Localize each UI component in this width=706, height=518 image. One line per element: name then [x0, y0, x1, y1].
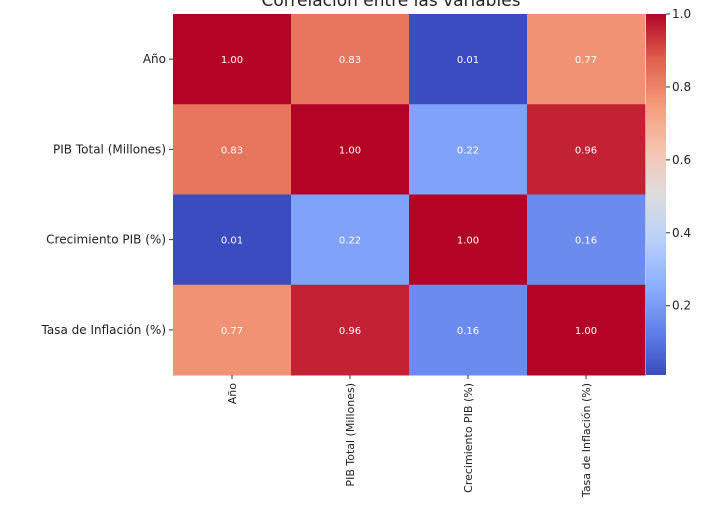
heatmap-cell	[173, 284, 292, 376]
heatmap-cell-labels: 1.00 0.83 0.01 0.77 0.83 1.00 0.22 0.96 0.01 0.22…	[221, 55, 597, 337]
heatmap-cell	[527, 194, 646, 286]
heatmap-cell-label: 1.00	[339, 145, 361, 156]
heatmap-cell-label: 0.16	[457, 326, 479, 337]
colorbar-tick-label: 1.0	[672, 7, 691, 21]
heatmap-cell	[409, 104, 528, 195]
heatmap-cell-label: 0.22	[457, 145, 479, 156]
heatmap-cell	[173, 194, 292, 286]
colorbar-gradient-bar	[646, 14, 666, 375]
colorbar-tick-label: 0.2	[672, 299, 691, 313]
heatmap-cells	[173, 14, 646, 376]
heatmap-cell-label: 0.96	[575, 145, 597, 156]
heatmap-cell	[291, 104, 410, 195]
colorbar: 0.2 0.4 0.6 0.8 1.0	[646, 7, 691, 375]
heatmap-cell	[291, 194, 410, 286]
heatmap-cell	[291, 14, 410, 105]
heatmap-cell	[527, 14, 646, 105]
heatmap-cell-label: 1.00	[575, 326, 597, 337]
heatmap-cell-label: 1.00	[457, 236, 479, 247]
colorbar-tick-label: 0.6	[672, 153, 691, 167]
colorbar-tick-label: 0.8	[672, 80, 691, 94]
row-tick-labels: Año PIB Total (Millones) Crecimiento PIB (…	[41, 52, 173, 337]
column-tick-label: PIB Total (Millones)	[344, 383, 357, 487]
colorbar-tick-label: 0.4	[672, 226, 691, 240]
colorbar-ticks: 0.2 0.4 0.6 0.8 1.0	[666, 7, 691, 313]
heatmap-cell-label: 0.01	[457, 55, 479, 66]
heatmap-cell-label: 0.01	[221, 236, 243, 247]
heatmap-cell	[173, 14, 292, 105]
heatmap-cell	[527, 284, 646, 376]
chart-title: Correlación entre las variables	[261, 0, 520, 11]
heatmap-cell-label: 0.77	[575, 55, 597, 66]
heatmap-cell-label: 0.16	[575, 236, 597, 247]
heatmap-cell-label: 0.96	[339, 326, 361, 337]
heatmap-cell	[291, 284, 410, 376]
row-tick-label: Tasa de Inflación (%)	[41, 323, 166, 337]
heatmap-cell	[527, 104, 646, 195]
row-tick-label: Crecimiento PIB (%)	[46, 233, 166, 247]
row-tick-label: Año	[143, 52, 166, 66]
heatmap-cell-label: 0.22	[339, 236, 361, 247]
row-tick-label: PIB Total (Millones)	[53, 142, 166, 156]
column-tick-labels: Año PIB Total (Millones) Crecimiento PIB (…	[226, 375, 593, 498]
heatmap-cell-label: 0.83	[339, 55, 361, 66]
column-tick-label: Tasa de Inflación (%)	[580, 383, 593, 498]
heatmap-cell	[409, 14, 528, 105]
heatmap-cell	[173, 104, 292, 195]
heatmap-cell	[409, 194, 528, 286]
column-tick-label: Crecimiento PIB (%)	[462, 383, 475, 493]
heatmap-cell-label: 1.00	[221, 55, 243, 66]
heatmap-cell-label: 0.83	[221, 145, 243, 156]
heatmap-cell-label: 0.77	[221, 326, 243, 337]
column-tick-label: Año	[226, 383, 239, 404]
heatmap-cell	[409, 284, 528, 376]
